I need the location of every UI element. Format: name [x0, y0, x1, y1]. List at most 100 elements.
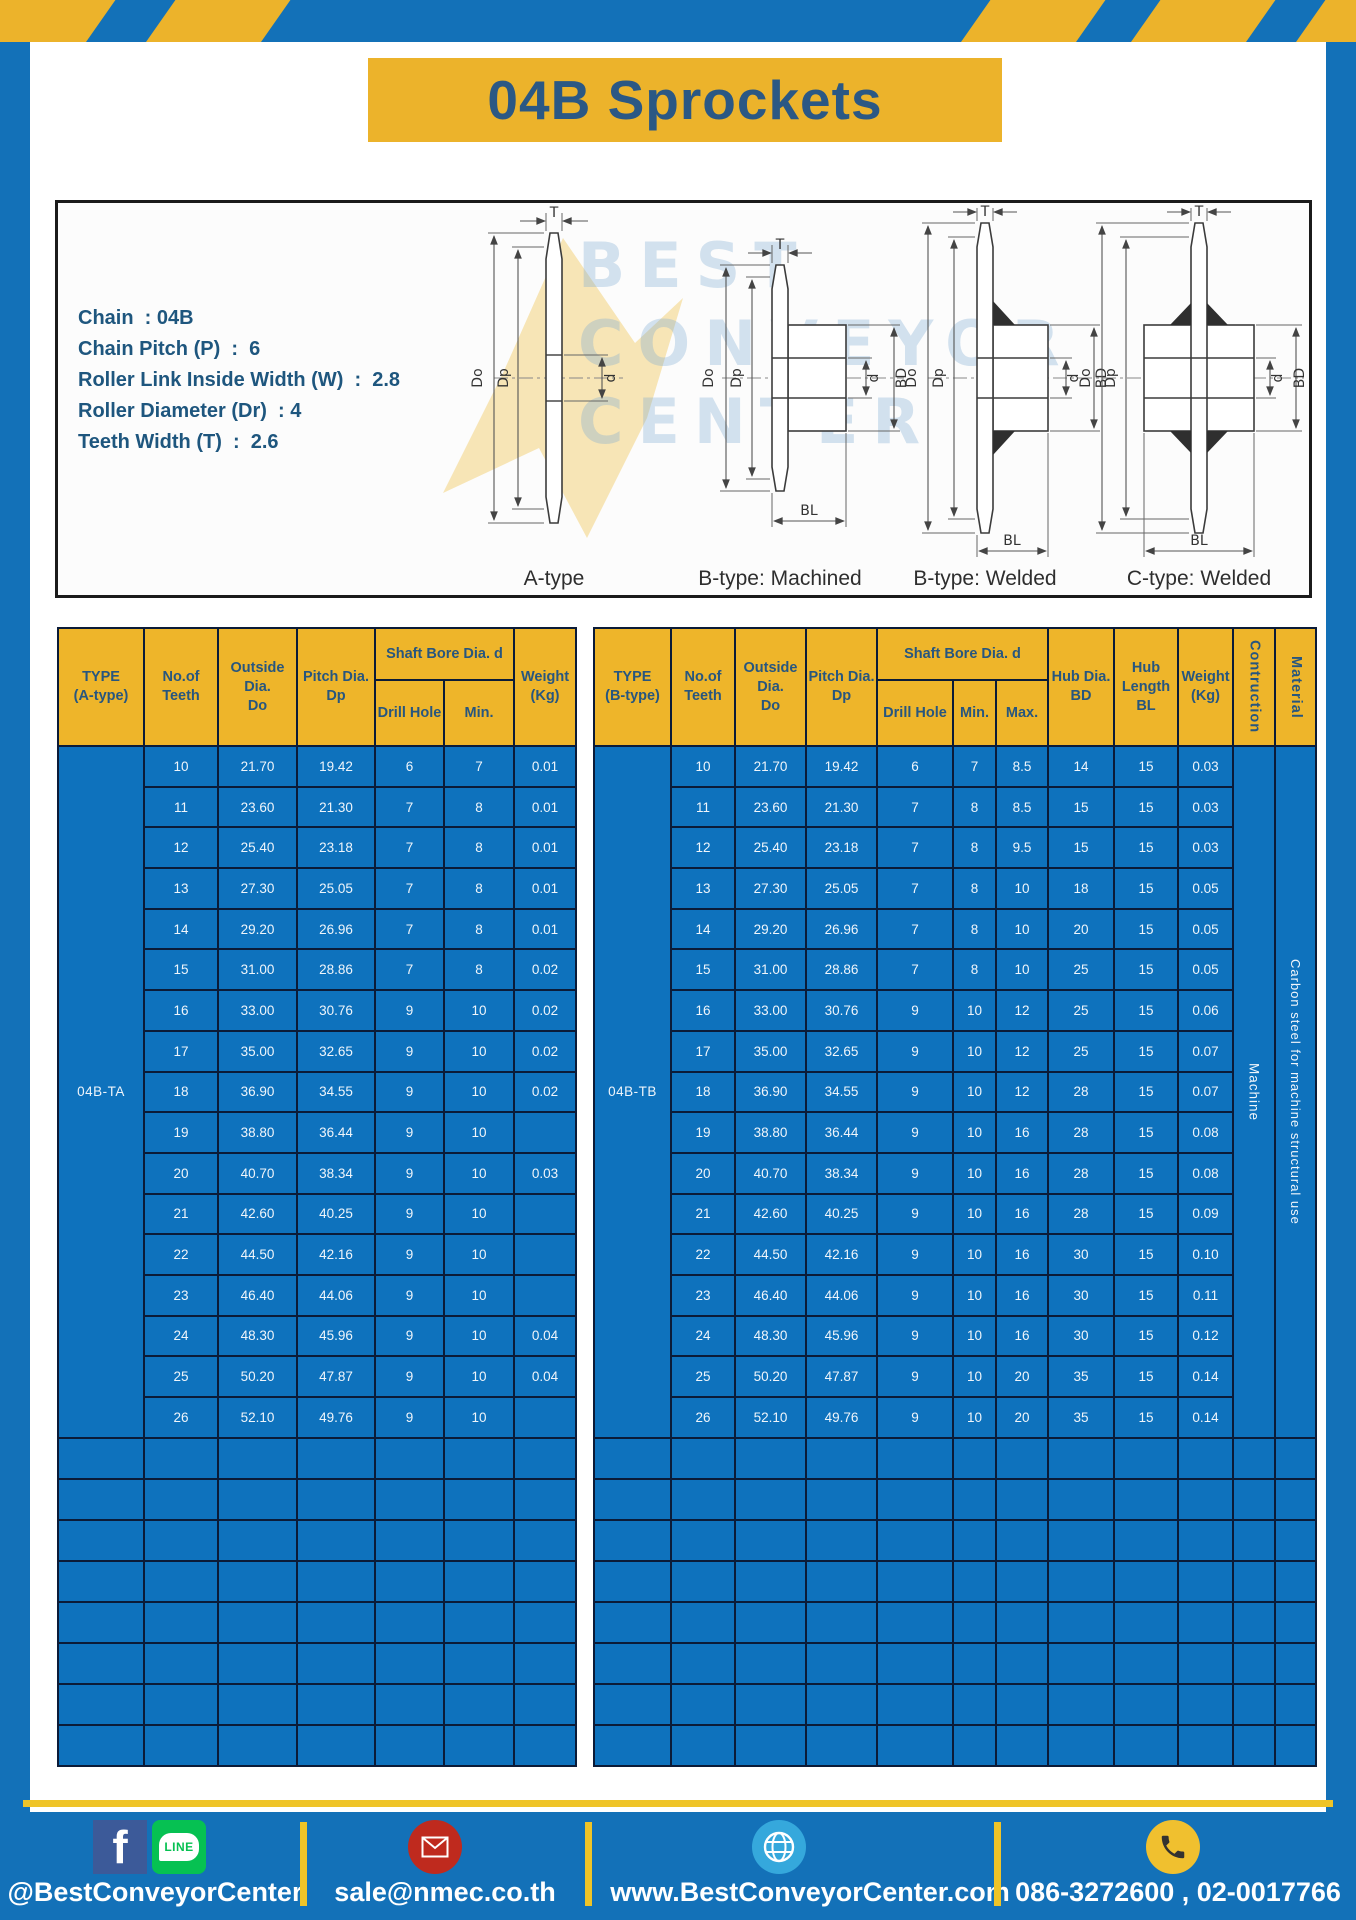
empty-cell	[734, 1559, 807, 1604]
spec-line: Chain Pitch (P) : 6	[78, 338, 261, 360]
table-cell: 31.00	[734, 948, 807, 992]
table-cell: 30.76	[805, 989, 878, 1032]
table-cell: 0.07	[1177, 1029, 1234, 1073]
empty-cell	[1113, 1642, 1179, 1686]
table-cell: 38.80	[734, 1111, 807, 1154]
line-icon[interactable]: LINE	[152, 1820, 206, 1874]
table-cell: 8	[952, 948, 997, 992]
empty-cell	[1047, 1683, 1115, 1727]
table-row: 18 36.90 34.55 9 10 12 28 15 0.07	[594, 1070, 1316, 1114]
table-cell: 7	[374, 826, 445, 870]
empty-cell	[1113, 1724, 1179, 1768]
empty-cell	[57, 1724, 145, 1768]
empty-cell	[952, 1559, 997, 1604]
empty-cell	[734, 1601, 807, 1645]
empty-cell	[1047, 1477, 1115, 1521]
table-cell: 27.30	[217, 867, 298, 910]
empty-cell	[217, 1477, 298, 1521]
empty-cell	[995, 1724, 1049, 1768]
table-cell: 16	[995, 1233, 1049, 1276]
empty-cell	[1113, 1477, 1179, 1521]
table-cell: 36.90	[734, 1070, 807, 1114]
empty-cell	[876, 1601, 954, 1645]
empty-cell	[442, 1518, 516, 1562]
dim-label-dp: Dp	[931, 368, 947, 388]
table-cell: 17	[143, 1029, 219, 1073]
table-cell: 9	[374, 1233, 445, 1276]
table-cell: 0.02	[513, 1070, 578, 1114]
table-cell: 0.02	[513, 989, 578, 1032]
empty-cell	[374, 1642, 445, 1686]
table-cell: 16	[995, 1192, 1049, 1236]
column-header: Hub Dia. BD	[1047, 627, 1115, 747]
table-cell: 10	[952, 1233, 997, 1276]
empty-cell	[1113, 1601, 1179, 1645]
table-cell: 29.20	[217, 907, 298, 951]
empty-cell	[57, 1683, 145, 1727]
empty-cell	[513, 1477, 578, 1521]
table-cell: 21.30	[805, 785, 878, 829]
table-cell: 48.30	[734, 1314, 807, 1358]
dim-label-dp: Dp	[1103, 368, 1119, 388]
table-cell: 28.86	[296, 948, 376, 992]
empty-cell	[995, 1683, 1049, 1727]
table-cell: 40.70	[217, 1151, 298, 1195]
empty-cell	[1177, 1642, 1234, 1686]
empty-table-row	[593, 1601, 1317, 1645]
globe-icon[interactable]	[752, 1820, 806, 1874]
mail-icon[interactable]	[408, 1820, 462, 1874]
table-row: 19 38.80 36.44 9 10 16 28 15 0.08	[594, 1111, 1316, 1154]
table-cell: 35	[1047, 1396, 1115, 1439]
website-link[interactable]: www.BestConveyorCenter.com	[610, 1876, 1010, 1907]
column-header: Weight (Kg)	[513, 627, 578, 747]
table-cell: 10	[442, 1355, 516, 1398]
table-row: 13 27.30 25.05 7 8 10 18 15 0.05	[594, 867, 1316, 910]
table-cell: 8.5	[995, 745, 1049, 788]
empty-cell	[513, 1436, 578, 1480]
table-cell: 10	[952, 1355, 997, 1398]
c-type-welded-drawing: T Do Dp d BD BL C-type: Welded	[1078, 204, 1308, 590]
empty-cell	[593, 1559, 672, 1604]
table-cell: 15	[1113, 745, 1179, 788]
empty-cell	[1274, 1724, 1317, 1768]
header-row: TYPE (B-type) No.of Teeth Outside Dia. Do P…	[593, 627, 1317, 747]
empty-table-row	[593, 1477, 1317, 1521]
email-link[interactable]: sale@nmec.co.th	[334, 1876, 556, 1907]
empty-cell	[296, 1642, 376, 1686]
empty-table-row	[593, 1518, 1317, 1562]
table-row: 24 48.30 45.96 9 10 0.04	[58, 1314, 578, 1358]
spec-line: Roller Diameter (Dr) : 4	[78, 400, 302, 422]
table-cell: 15	[1113, 1070, 1179, 1114]
empty-cell	[442, 1683, 516, 1727]
table-cell: 14	[143, 907, 219, 951]
facebook-icon[interactable]: f	[93, 1820, 147, 1874]
table-cell: 14	[670, 907, 736, 951]
table-cell: 42.60	[217, 1192, 298, 1236]
social-handle[interactable]: @BestConveyorCenter	[7, 1876, 303, 1907]
empty-table-row	[57, 1601, 578, 1645]
table-cell: 16	[670, 989, 736, 1032]
phone-numbers[interactable]: 086-3272600 , 02-0017766	[1015, 1876, 1341, 1907]
empty-cell	[876, 1642, 954, 1686]
empty-table-row	[593, 1642, 1317, 1686]
table-cell: 38.34	[805, 1151, 878, 1195]
table-cell: 8	[442, 785, 516, 829]
column-header: Material	[1274, 627, 1317, 747]
table-cell: 10	[442, 1070, 516, 1114]
table-cell: 44.06	[296, 1273, 376, 1317]
table-cell: 10	[952, 1111, 997, 1154]
table-cell: 9	[374, 1273, 445, 1317]
table-cell: 35.00	[217, 1029, 298, 1073]
empty-cell	[995, 1642, 1049, 1686]
table-cell: 23	[670, 1273, 736, 1317]
empty-cell	[593, 1724, 672, 1768]
table-cell: 18	[1047, 867, 1115, 910]
phone-icon[interactable]	[1146, 1820, 1200, 1874]
table-cell: 46.40	[217, 1273, 298, 1317]
table-cell: 7	[374, 948, 445, 992]
table-cell: 10	[442, 1029, 516, 1073]
empty-cell	[217, 1436, 298, 1480]
empty-cell	[374, 1518, 445, 1562]
empty-table-row	[57, 1477, 578, 1521]
column-header: Min.	[952, 679, 997, 747]
